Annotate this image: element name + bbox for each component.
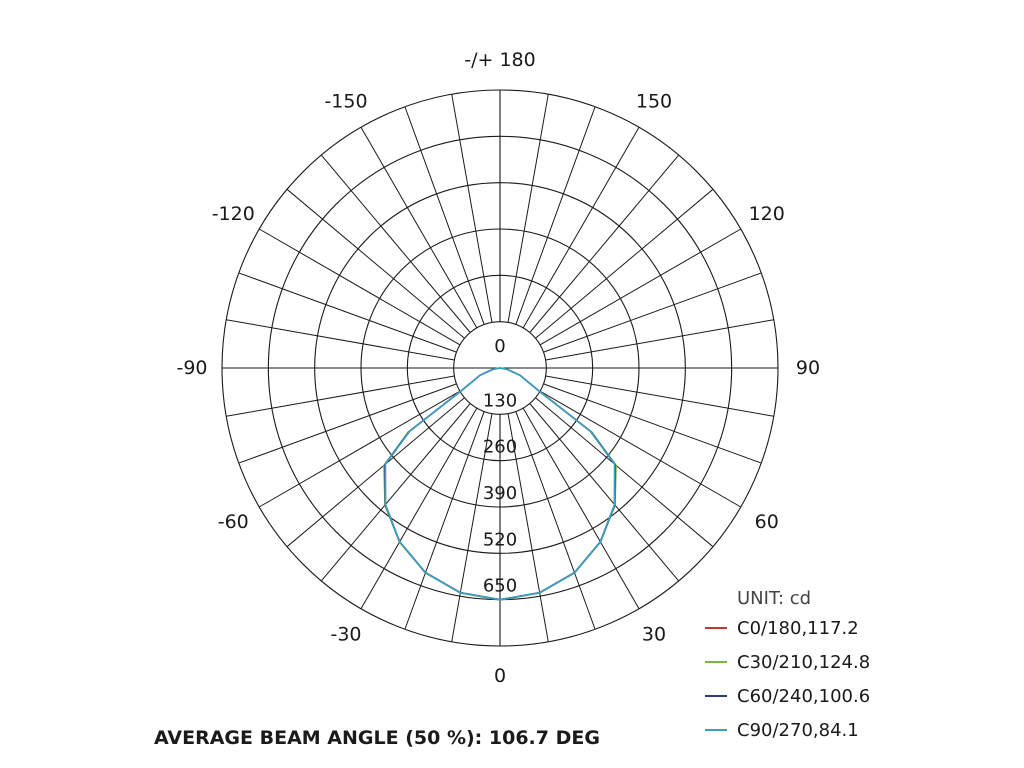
grid-spoke	[507, 413, 549, 642]
grid-spoke	[226, 375, 455, 417]
grid-spoke	[543, 272, 762, 353]
angle-label: 30	[642, 624, 666, 646]
grid-spoke	[286, 188, 465, 339]
grid-spoke	[535, 188, 714, 339]
angle-label: -120	[212, 203, 255, 225]
grid-spoke	[535, 397, 714, 548]
grid-spoke	[507, 94, 549, 323]
grid-spoke	[404, 106, 485, 325]
legend-label: C90/270,84.1	[737, 720, 859, 741]
grid-spoke	[545, 319, 774, 361]
grid-spoke	[258, 228, 461, 346]
legend-label: C30/210,124.8	[737, 652, 870, 673]
unit-label: UNIT: cd	[737, 588, 811, 609]
grid-spoke	[451, 413, 493, 642]
grid-spoke	[515, 106, 596, 325]
polar-grid	[221, 89, 779, 647]
grid-spoke	[226, 319, 455, 361]
grid-spoke	[320, 403, 471, 582]
grid-spoke	[543, 383, 762, 464]
angle-label: -150	[324, 90, 367, 112]
angle-label: 60	[755, 511, 779, 533]
angle-label: -30	[330, 624, 361, 646]
grid-spoke	[238, 383, 457, 464]
angle-label: 120	[749, 203, 785, 225]
grid-spoke	[529, 403, 680, 582]
angle-label: 0	[494, 665, 506, 687]
grid-spoke	[451, 94, 493, 323]
grid-spoke	[522, 407, 640, 610]
angle-label: 150	[636, 90, 672, 112]
legend-label: C60/240,100.6	[737, 686, 870, 707]
angle-labels: -/+ 180 150 -150 120 -120 90 -90 60 -60 30 -30 0	[176, 49, 820, 687]
grid-spoke	[238, 272, 457, 353]
grid-spoke	[522, 126, 640, 329]
angle-label: 90	[796, 357, 820, 379]
grid-spoke	[545, 375, 774, 417]
series-curve-3	[384, 367, 616, 601]
grid-spoke	[539, 390, 742, 508]
grid-spoke	[360, 407, 478, 610]
angle-label: -60	[218, 511, 249, 533]
legend-label: C0/180,117.2	[737, 618, 859, 639]
grid-spoke	[320, 154, 471, 333]
grid-spoke	[404, 411, 485, 630]
beam-angle-caption: AVERAGE BEAM ANGLE (50 %): 106.7 DEG	[154, 727, 600, 749]
grid-spoke	[529, 154, 680, 333]
grid-spoke	[515, 411, 596, 630]
grid-spoke	[258, 390, 461, 508]
grid-spoke	[360, 126, 478, 329]
radial-tick-label: 130	[483, 390, 517, 411]
radial-tick-label: 390	[483, 483, 517, 504]
radial-tick-label: 520	[483, 529, 517, 550]
angle-label: -90	[176, 357, 207, 379]
grid-spoke	[539, 228, 742, 346]
radial-tick-label: 0	[494, 336, 505, 357]
legend: UNIT: cd C0/180,117.2 C30/210,124.8 C60/24…	[705, 588, 870, 741]
angle-label: -/+ 180	[464, 49, 535, 71]
intensity-curves	[383, 367, 617, 601]
radial-tick-labels: 0 130 260 390 520 650	[483, 336, 517, 597]
radial-tick-label: 260	[483, 437, 517, 458]
legend-items: C0/180,117.2 C30/210,124.8 C60/240,100.6 C9…	[705, 618, 870, 741]
grid-spoke	[286, 397, 465, 548]
radial-tick-label: 650	[483, 576, 517, 597]
